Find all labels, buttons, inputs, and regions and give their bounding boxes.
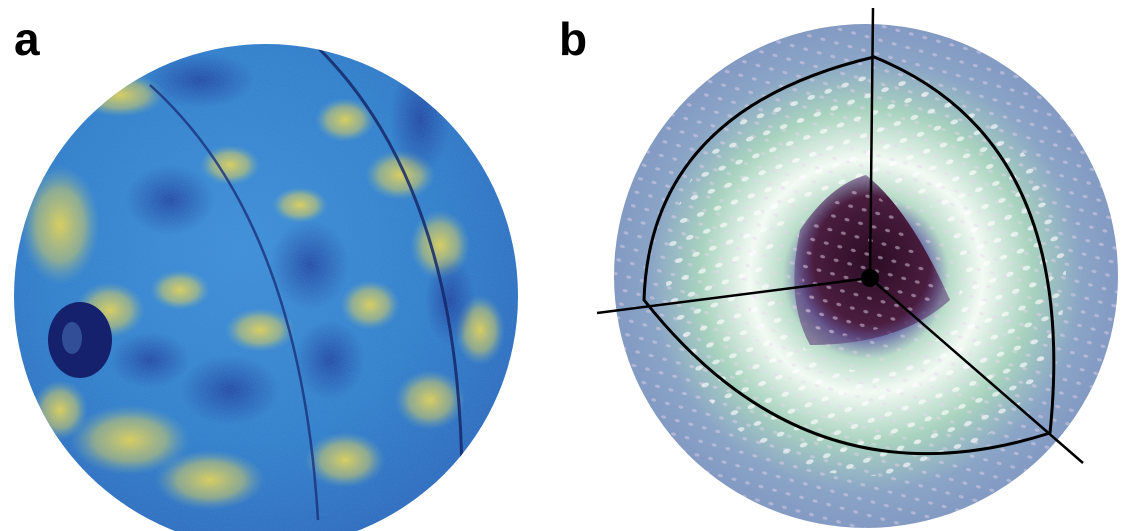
panel-a-label: a [14,13,40,65]
panel-a-sphere [14,44,518,531]
axis-line-vertical [868,7,875,279]
panel-b-sphere [596,7,1118,528]
axis-line-left [596,276,871,315]
axis-line-right [869,277,1084,464]
panel-b-label: b [559,13,588,65]
curved-triangle [642,55,1056,456]
